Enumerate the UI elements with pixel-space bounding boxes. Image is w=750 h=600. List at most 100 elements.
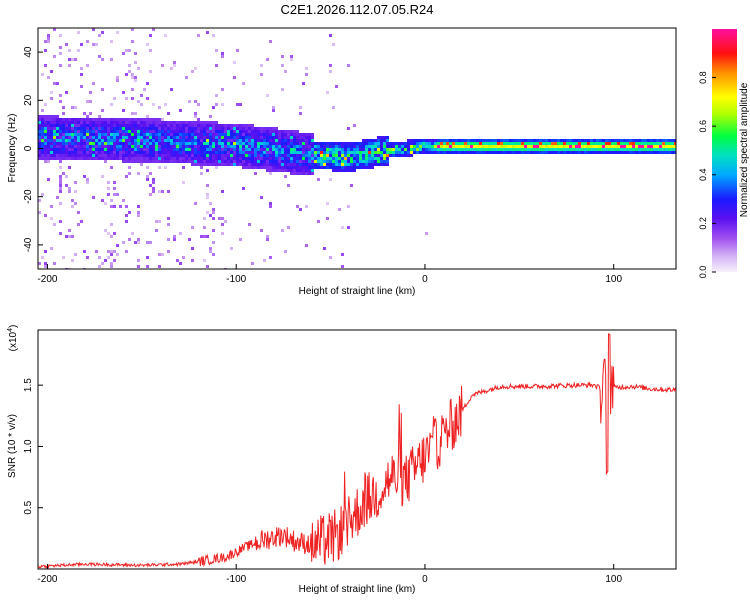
spectrogram-cell — [131, 76, 134, 79]
spectrogram-cell — [86, 151, 89, 154]
spectrogram-cell — [428, 142, 431, 145]
spectrogram-cell — [644, 148, 647, 151]
spectrogram-cell — [512, 151, 515, 154]
spectrogram-cell — [203, 133, 206, 136]
spectrogram-cell — [455, 148, 458, 151]
spectrogram-cell — [473, 142, 476, 145]
spectrogram-cell — [176, 124, 179, 127]
spectrogram-cell — [200, 121, 203, 124]
spectrogram-cell — [161, 151, 164, 154]
spectrogram-cell — [470, 139, 473, 142]
spectrogram-cell — [194, 142, 197, 145]
spectrogram-cell — [131, 232, 134, 235]
spectrogram-cell — [284, 139, 287, 142]
spectrogram-cell — [41, 130, 44, 133]
spectrogram-cell — [371, 160, 374, 163]
spectrogram-cell — [38, 199, 41, 202]
spectrogram-cell — [206, 148, 209, 151]
spectrogram-cell — [80, 127, 83, 130]
spectrogram-cell — [152, 121, 155, 124]
spectrogram-cell — [212, 253, 215, 256]
spectrogram-cell — [308, 166, 311, 169]
spectrogram-cell — [113, 124, 116, 127]
spectrogram-cell — [71, 205, 74, 208]
spectrogram-cell — [485, 142, 488, 145]
spectrogram-cell — [221, 145, 224, 148]
spectrogram-cell — [47, 34, 50, 37]
spectrogram-cell — [494, 142, 497, 145]
spectrogram-cell — [143, 118, 146, 121]
spectrogram-cell — [62, 139, 65, 142]
spectrogram-cell — [125, 157, 128, 160]
spectrogram-cell — [224, 145, 227, 148]
spectrogram-cell — [185, 127, 188, 130]
spectrogram-cell — [89, 142, 92, 145]
spectrogram-cell — [107, 139, 110, 142]
spectrogram-cell — [446, 151, 449, 154]
spectrogram-cell — [269, 151, 272, 154]
spectrogram-cell — [593, 151, 596, 154]
spectrogram-cell — [260, 163, 263, 166]
spectrogram-cell — [152, 28, 155, 31]
spectrogram-cell — [116, 151, 119, 154]
spectrogram-cell — [302, 172, 305, 175]
spectrogram-cell — [656, 142, 659, 145]
spectrogram-cell — [284, 166, 287, 169]
spectrogram-cell — [125, 175, 128, 178]
spectrogram-cell — [59, 166, 62, 169]
spectrogram-cell — [269, 154, 272, 157]
spectrogram-cell — [206, 145, 209, 148]
spectrogram-cell — [551, 142, 554, 145]
spectrogram-cell — [515, 151, 518, 154]
spectrogram-cell — [119, 151, 122, 154]
spectrogram-cell — [623, 151, 626, 154]
spectrogram-cell — [131, 40, 134, 43]
spectrogram-cell — [179, 130, 182, 133]
spectrogram-cell — [521, 151, 524, 154]
spectrogram-cell — [47, 124, 50, 127]
spectrogram-cell — [443, 151, 446, 154]
spectrogram-cell — [197, 160, 200, 163]
spectrogram-cell — [344, 148, 347, 151]
spectrogram-cell — [206, 133, 209, 136]
spectrogram-cell — [530, 145, 533, 148]
spectrogram-cell — [371, 145, 374, 148]
spectrogram-cell — [236, 163, 239, 166]
spectrogram-cell — [377, 148, 380, 151]
spectrogram-cell — [149, 118, 152, 121]
spectrogram-cell — [593, 142, 596, 145]
spectrogram-cell — [374, 151, 377, 154]
spectrogram-cell — [557, 142, 560, 145]
spectrogram-cell — [41, 124, 44, 127]
spectrogram-cell — [170, 142, 173, 145]
spectrogram-cell — [332, 106, 335, 109]
spectrogram-cell — [182, 160, 185, 163]
spectrogram-cell — [158, 145, 161, 148]
spectrogram-cell — [320, 163, 323, 166]
spectrogram-cell — [245, 148, 248, 151]
spectrogram-cell — [278, 142, 281, 145]
spectrogram-cell — [284, 169, 287, 172]
spectrogram-cell — [86, 154, 89, 157]
spectrogram-cell — [296, 133, 299, 136]
spectrogram-cell — [401, 154, 404, 157]
spectrogram-cell — [158, 166, 161, 169]
spectrogram-cell — [521, 145, 524, 148]
spectrogram-cell — [272, 169, 275, 172]
spectrogram-cell — [122, 52, 125, 55]
spectrogram-cell — [272, 160, 275, 163]
spectrogram-cell — [86, 124, 89, 127]
spectrogram-cell — [305, 154, 308, 157]
spectrogram-cell — [491, 139, 494, 142]
spectrogram-cell — [152, 103, 155, 106]
spectrogram-cell — [215, 94, 218, 97]
spectrogram-cell — [467, 142, 470, 145]
spectrogram-cell — [587, 148, 590, 151]
spectrogram-cell — [470, 142, 473, 145]
spectrogram-cell — [302, 151, 305, 154]
spectrogram-cell — [191, 157, 194, 160]
spectrogram-cell — [86, 118, 89, 121]
spectrogram-cell — [602, 148, 605, 151]
spectrogram-cell — [137, 124, 140, 127]
